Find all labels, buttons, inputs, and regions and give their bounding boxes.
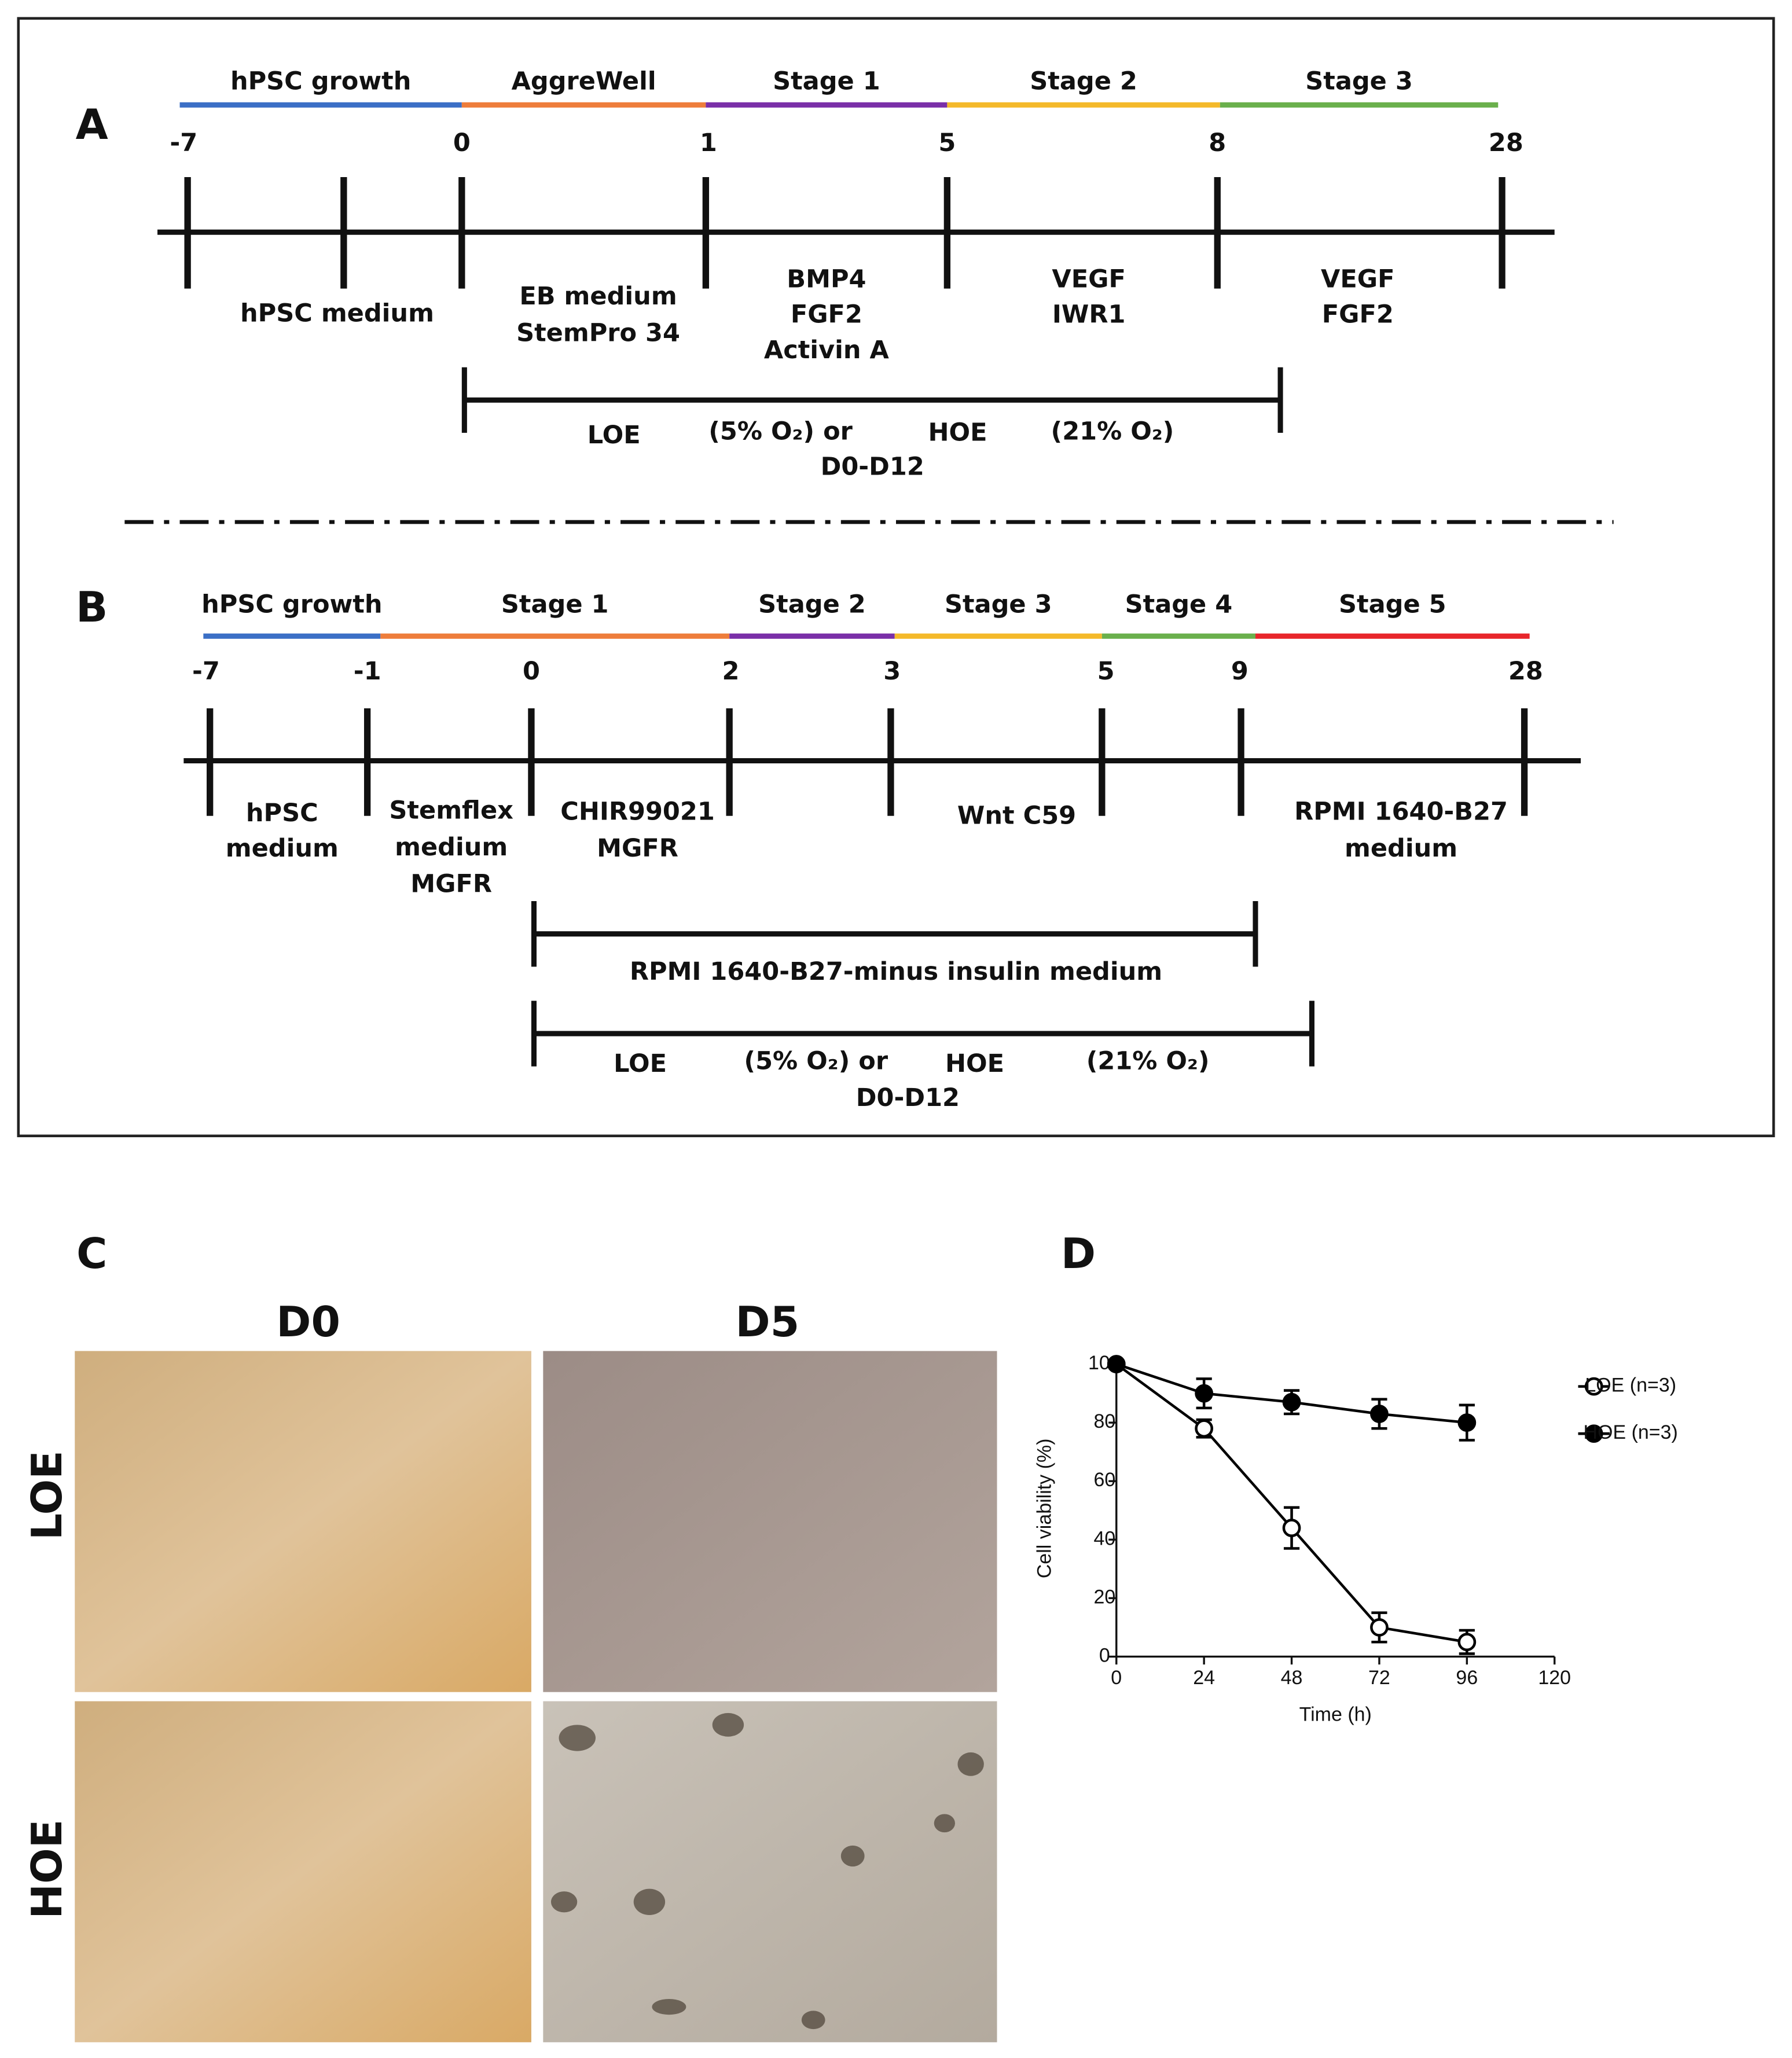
medium-label: medium — [1345, 834, 1457, 863]
day-label: -7 — [170, 128, 197, 157]
day-label: -7 — [192, 657, 220, 686]
y-tick-label: 0 — [1099, 1644, 1110, 1666]
point — [1370, 1618, 1389, 1637]
stage-label: Stage 4 — [1125, 590, 1233, 619]
x-tick-label: 72 — [1368, 1667, 1390, 1689]
stage-label: Stage 1 — [773, 67, 880, 95]
medium-label: FGF2 — [1322, 300, 1394, 329]
medium-label: MGFR — [597, 834, 678, 863]
point — [1107, 1355, 1126, 1373]
point — [1282, 1392, 1301, 1412]
x-tick-label: 96 — [1456, 1667, 1478, 1689]
stage-label: Stage 5 — [1339, 590, 1446, 619]
column-label: D5 — [736, 1298, 800, 1347]
micrograph — [75, 1701, 531, 2042]
panel-label: D — [1061, 1230, 1096, 1278]
medium-label: BMP4 — [787, 265, 866, 294]
medium-label: IWR1 — [1052, 300, 1126, 329]
day-label: 0 — [453, 128, 471, 157]
stage-label: hPSC growth — [230, 67, 411, 95]
stage-label: Stage 1 — [501, 590, 609, 619]
stage-label: AggreWell — [512, 67, 656, 95]
stage-label: Stage 2 — [758, 590, 866, 619]
medium-label: EB medium — [519, 282, 677, 311]
stage-label: Stage 2 — [1030, 67, 1137, 95]
medium-label: FGF2 — [791, 300, 862, 329]
x-tick-label: 48 — [1281, 1667, 1303, 1689]
day-label: 28 — [1489, 128, 1523, 157]
column-label: D0 — [276, 1298, 340, 1347]
y-tick-label: 80 — [1093, 1410, 1115, 1432]
oxygen-label: D0-D12 — [821, 453, 924, 482]
day-label: 28 — [1508, 657, 1543, 686]
medium-label: CHIR99021 — [560, 798, 715, 826]
x-tick-label: 120 — [1538, 1667, 1571, 1689]
x-tick-label: 24 — [1193, 1667, 1215, 1689]
medium-label: Stemflex — [389, 796, 513, 825]
x-tick-label: 0 — [1111, 1667, 1122, 1689]
legend-label: LOE (n=3) — [1585, 1375, 1676, 1396]
panel-label: A — [76, 101, 108, 149]
medium-label: VEGF — [1052, 265, 1125, 294]
day-label: 5 — [1097, 657, 1115, 686]
day-label: 1 — [700, 128, 717, 157]
panel-label: C — [76, 1230, 107, 1278]
point — [1457, 1413, 1477, 1432]
day-label: 3 — [883, 657, 901, 686]
cell-clusters — [550, 1712, 984, 2030]
micrograph — [543, 1701, 997, 2042]
day-label: 9 — [1231, 657, 1248, 686]
y-tick-label: 40 — [1093, 1527, 1115, 1549]
medium-label: Wnt C59 — [957, 801, 1076, 830]
panel-label: B — [76, 583, 108, 632]
oxygen-label: HOE — [945, 1049, 1004, 1078]
y-tick-label: 20 — [1093, 1586, 1115, 1608]
day-label: -1 — [354, 657, 381, 686]
medium-label: Activin A — [764, 336, 890, 365]
oxygen-label: (21% O₂) — [1086, 1046, 1210, 1075]
x-axis-label: Time (h) — [1299, 1703, 1372, 1725]
point — [1195, 1384, 1214, 1403]
oxygen-label: (21% O₂) — [1051, 417, 1174, 446]
day-label: 2 — [722, 657, 739, 686]
oxygen-label: LOE — [587, 421, 641, 450]
medium-label: hPSC — [246, 799, 318, 828]
oxygen-label: (5% O₂) or — [744, 1046, 888, 1075]
micrograph — [543, 1351, 997, 1692]
y-axis-label: Cell viability (%) — [1033, 1439, 1055, 1579]
day-label: 5 — [938, 128, 956, 157]
oxygen-label: LOE — [614, 1049, 667, 1078]
legend-marker — [1584, 1424, 1603, 1443]
micrograph — [75, 1351, 531, 1692]
oxygen-label: (5% O₂) or — [708, 417, 853, 446]
medium-label: medium — [226, 834, 339, 863]
point — [1370, 1405, 1389, 1423]
point — [1195, 1419, 1214, 1438]
row-label: HOE — [23, 1820, 72, 1919]
medium-label: RPMI 1640-B27 — [1294, 798, 1508, 826]
day-label: 0 — [523, 657, 540, 686]
legend-marker — [1584, 1377, 1603, 1396]
medium-label: VEGF — [1321, 265, 1394, 294]
point — [1457, 1633, 1477, 1652]
medium-label: MGFR — [410, 869, 492, 898]
frame — [17, 17, 1775, 1137]
medium-label: medium — [395, 833, 508, 862]
day-label: 8 — [1209, 128, 1226, 157]
bracket-label: RPMI 1640-B27-minus insulin medium — [630, 957, 1162, 986]
point — [1282, 1519, 1301, 1537]
stage-label: Stage 3 — [945, 590, 1052, 619]
oxygen-label: HOE — [928, 418, 987, 447]
stage-label: Stage 3 — [1305, 67, 1413, 95]
oxygen-label: D0-D12 — [856, 1083, 960, 1112]
medium-label: StemPro 34 — [516, 318, 680, 347]
legend-label: HOE (n=3) — [1584, 1421, 1678, 1443]
row-label: LOE — [23, 1450, 72, 1540]
stage-label: hPSC growth — [201, 590, 382, 619]
y-tick-label: 60 — [1093, 1469, 1115, 1491]
medium-label: hPSC medium — [240, 299, 434, 328]
